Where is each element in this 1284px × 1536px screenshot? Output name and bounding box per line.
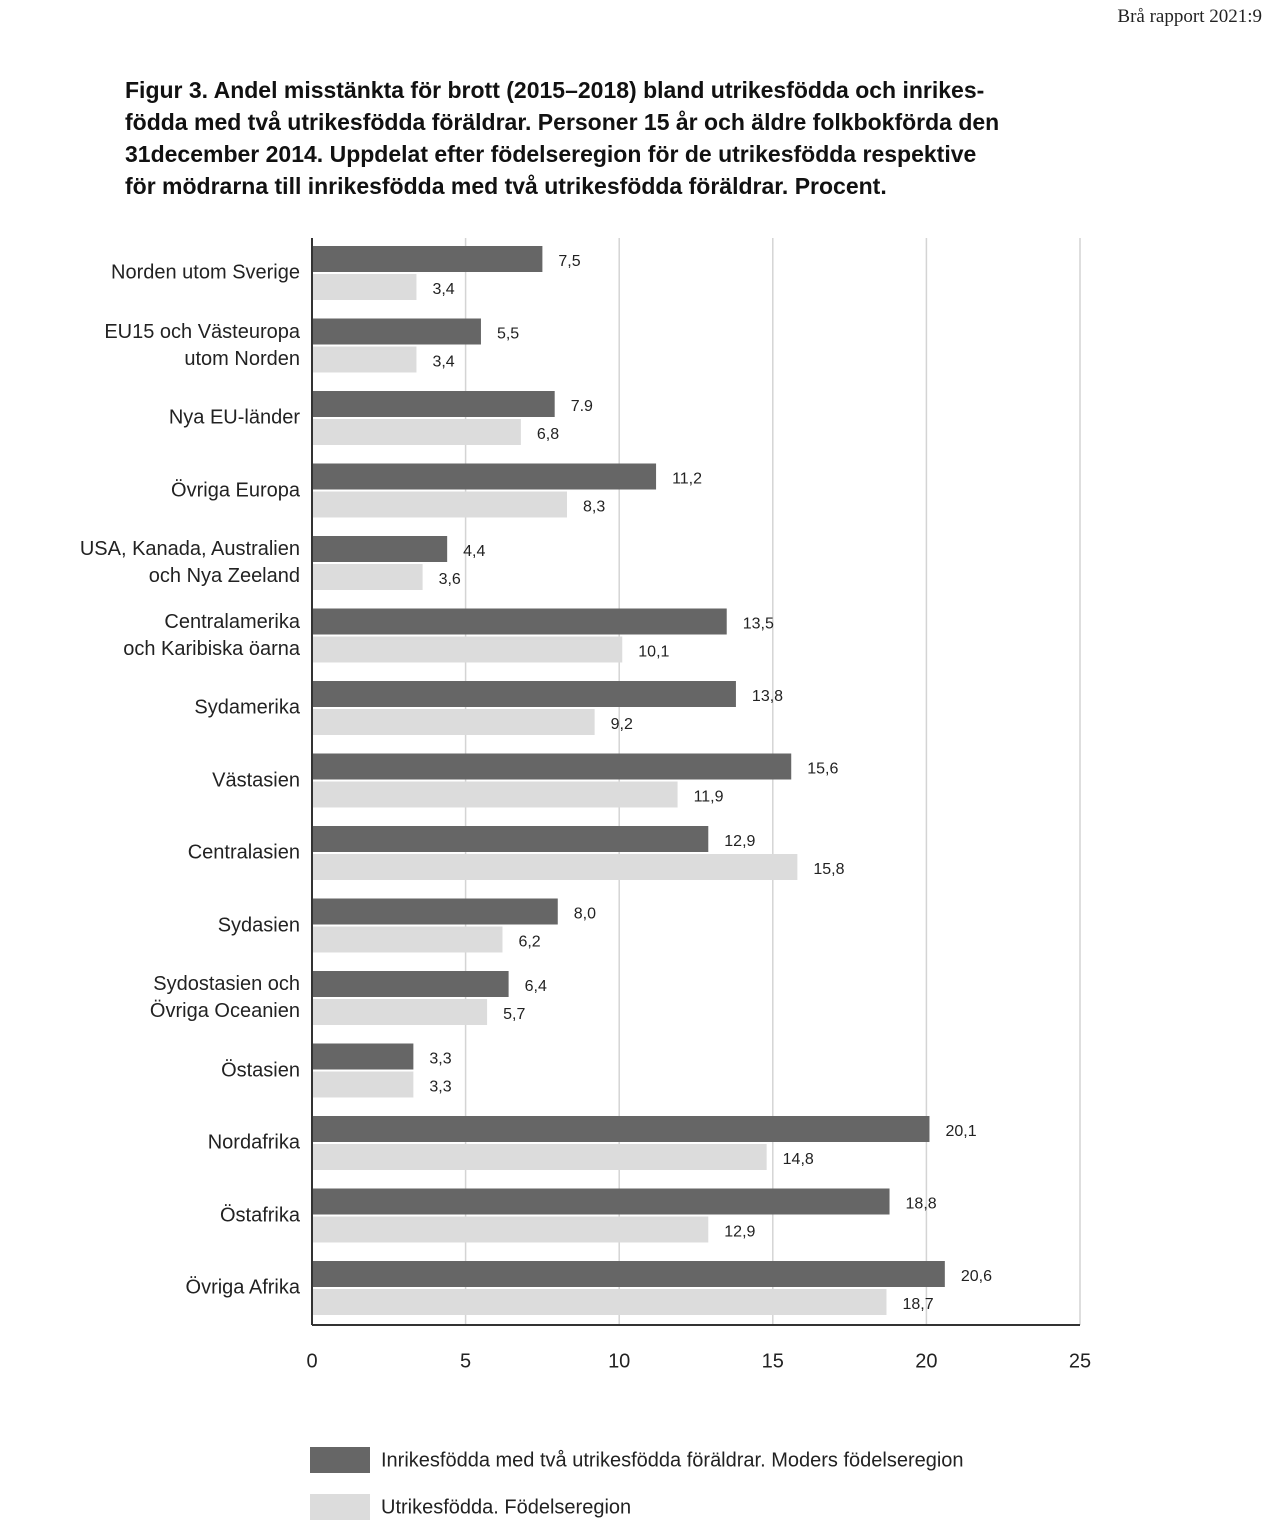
bar xyxy=(312,971,509,997)
bar xyxy=(312,709,595,735)
chart-title: Figur 3. Andel misstänkta för brott (201… xyxy=(125,77,1000,199)
value-label: 3,4 xyxy=(432,354,454,371)
bar xyxy=(312,781,678,808)
value-label: 4,4 xyxy=(463,543,485,560)
bar xyxy=(312,419,521,445)
value-label: 14,8 xyxy=(783,1151,814,1168)
x-tick-label: 0 xyxy=(306,1350,317,1372)
y-tick-label: Centralamerika och Karibiska öarna xyxy=(123,610,300,660)
bar xyxy=(312,536,448,562)
bar xyxy=(312,346,417,373)
value-label: 6,4 xyxy=(525,978,547,995)
x-tick-label: 25 xyxy=(1069,1350,1091,1372)
y-tick-label: Sydasien xyxy=(217,914,300,936)
value-label: 20,1 xyxy=(945,1123,976,1140)
legend-swatch xyxy=(310,1447,370,1473)
report-header: Brå rapport 2021:9 xyxy=(1117,6,1262,27)
bar xyxy=(312,826,709,852)
value-label: 13,5 xyxy=(743,616,774,633)
y-tick-label: Centralasien xyxy=(187,841,300,864)
bar xyxy=(312,926,503,953)
bar xyxy=(312,463,657,490)
value-label: 3,3 xyxy=(429,1051,451,1068)
bar xyxy=(312,854,798,880)
y-tick-label: EU15 och Västeuropa utom Norden xyxy=(104,320,300,370)
value-label: 18,7 xyxy=(902,1296,933,1313)
x-tick-label: 10 xyxy=(608,1350,630,1372)
bar xyxy=(312,246,543,272)
value-label: 13,8 xyxy=(752,688,783,705)
bar xyxy=(312,999,488,1025)
value-label: 3,4 xyxy=(432,281,454,298)
bar xyxy=(312,608,727,635)
value-label: 7.9 xyxy=(571,398,593,415)
value-label: 12,9 xyxy=(724,833,755,850)
bar xyxy=(312,1261,945,1287)
value-label: 5,7 xyxy=(503,1006,525,1023)
bar xyxy=(312,898,558,925)
value-label: 20,6 xyxy=(961,1268,992,1285)
value-label: 6,8 xyxy=(537,426,559,443)
bar xyxy=(312,1188,890,1215)
value-label: 12,9 xyxy=(724,1224,755,1241)
legend-label: Inrikesfödda med två utrikesfödda föräld… xyxy=(381,1449,964,1471)
value-label: 18,8 xyxy=(906,1196,937,1213)
bar xyxy=(312,1043,414,1070)
value-label: 15,6 xyxy=(807,761,838,778)
bar xyxy=(312,391,555,417)
value-label: 5,5 xyxy=(497,326,519,343)
value-label: 8,3 xyxy=(583,499,605,516)
bar xyxy=(312,681,736,707)
bar xyxy=(312,1116,930,1142)
value-label: 10,1 xyxy=(638,644,669,661)
y-tick-label: Sydamerika xyxy=(194,696,300,719)
legend-label: Utrikesfödda. Födelseregion xyxy=(381,1496,631,1518)
bar xyxy=(312,491,567,518)
y-tick-label: Västasien xyxy=(212,769,300,791)
value-label: 3,6 xyxy=(439,571,461,588)
bar xyxy=(312,636,623,663)
bar xyxy=(312,1144,767,1170)
bar xyxy=(312,564,423,590)
y-tick-label: Nordafrika xyxy=(207,1131,300,1154)
value-label: 15,8 xyxy=(813,861,844,878)
bar xyxy=(312,1071,414,1098)
y-tick-label: Övriga Afrika xyxy=(185,1276,300,1299)
value-label: 9,2 xyxy=(611,716,633,733)
bar xyxy=(312,274,417,300)
y-tick-label: Östasien xyxy=(221,1059,300,1081)
legend-swatch xyxy=(310,1494,370,1520)
y-tick-label: Östafrika xyxy=(219,1204,300,1226)
value-label: 3,3 xyxy=(429,1079,451,1096)
value-label: 8,0 xyxy=(574,906,596,923)
value-label: 7,5 xyxy=(558,253,580,270)
value-label: 6,2 xyxy=(518,934,540,951)
y-tick-label: USA, Kanada, Australien och Nya Zeeland xyxy=(79,538,300,587)
bar xyxy=(312,318,481,345)
x-tick-label: 20 xyxy=(915,1350,937,1372)
y-tick-label: Övriga Europa xyxy=(171,479,300,501)
bar xyxy=(312,1216,709,1243)
value-label: 11,9 xyxy=(694,789,724,806)
bar xyxy=(312,1289,887,1315)
y-tick-label: Nya EU-länder xyxy=(168,406,300,429)
y-tick-label: Sydostasien och Övriga Oceanien xyxy=(149,973,300,1022)
bar xyxy=(312,753,792,780)
x-tick-label: 15 xyxy=(762,1350,784,1372)
x-tick-label: 5 xyxy=(460,1350,471,1372)
value-label: 11,2 xyxy=(672,471,702,488)
y-tick-label: Norden utom Sverige xyxy=(111,261,300,284)
